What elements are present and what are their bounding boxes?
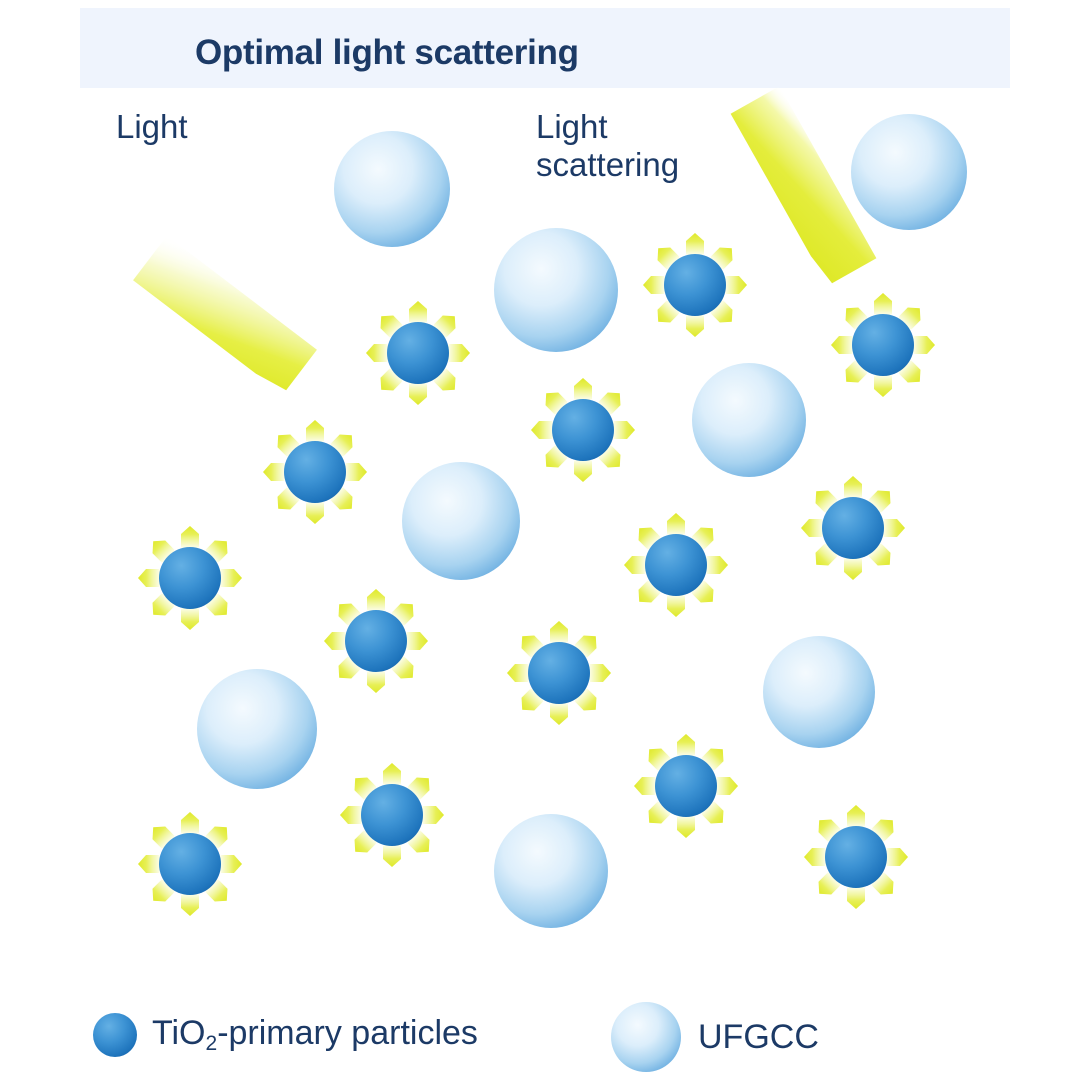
tio2-particle-group [366, 301, 470, 405]
title-band: Optimal light scattering [80, 8, 1010, 88]
ufgcc-particle [494, 228, 618, 352]
light-beam-left [133, 235, 317, 391]
tio2-particle-group [507, 621, 611, 725]
tio2-particle [655, 755, 717, 817]
legend-item-ufgcc: UFGCC [608, 995, 819, 1079]
tio2-particle-group [801, 476, 905, 580]
page-title: Optimal light scattering [195, 33, 579, 72]
ufgcc-particle [692, 363, 806, 477]
ufgcc-particle [851, 114, 967, 230]
legend-ufgcc-prefix: UFGCC [698, 1017, 819, 1056]
ufgcc-particle [494, 814, 608, 928]
tio2-particle [825, 826, 887, 888]
light-scattering-label: Light scattering [536, 108, 680, 183]
tio2-particle-group [531, 378, 635, 482]
ufgcc-particle [402, 462, 520, 580]
tio2-particle [852, 314, 914, 376]
tio2-particle-group [138, 812, 242, 916]
ufgcc-particle [334, 131, 450, 247]
legend-label-tio2: TiO2-primary particles [152, 1013, 478, 1055]
legend-label-ufgcc: UFGCC [698, 1018, 819, 1057]
tio2-particle [645, 534, 707, 596]
tio2-particle-group [643, 233, 747, 337]
tio2-particle-group [624, 513, 728, 617]
tio2-particle-group [263, 420, 367, 524]
tio2-particle-group [831, 293, 935, 397]
tio2-particle [284, 441, 346, 503]
tio2-particle-group [324, 589, 428, 693]
light-beams [133, 86, 877, 391]
tio2-particle-group [634, 734, 738, 838]
tio2-particle [664, 254, 726, 316]
tio2-particle [159, 547, 221, 609]
legend-tio2-prefix: TiO [152, 1013, 206, 1052]
light-beam-right [730, 86, 877, 284]
tio2-particle [552, 399, 614, 461]
ufgcc-particles [197, 114, 967, 928]
tio2-particle [528, 642, 590, 704]
tio2-particle-group [138, 526, 242, 630]
legend: TiO2-primary particles UFGCC [0, 995, 1080, 1080]
tio2-sphere-icon [93, 1013, 137, 1057]
legend-tio2-subscript: 2 [205, 1031, 218, 1055]
tio2-particle-group [804, 805, 908, 909]
ufgcc-sphere-icon [611, 1002, 681, 1072]
legend-tio2-suffix: -primary particles [217, 1013, 478, 1052]
ufgcc-particle [197, 669, 317, 789]
light-label: Light [116, 108, 188, 145]
tio2-particle [822, 497, 884, 559]
tio2-particle [159, 833, 221, 895]
legend-item-tio2: TiO2-primary particles [92, 995, 478, 1071]
tio2-particle [387, 322, 449, 384]
tio2-particle-group [340, 763, 444, 867]
tio2-particle [345, 610, 407, 672]
tio2-particle [361, 784, 423, 846]
tio2-particles [138, 233, 935, 916]
ufgcc-particle [763, 636, 875, 748]
